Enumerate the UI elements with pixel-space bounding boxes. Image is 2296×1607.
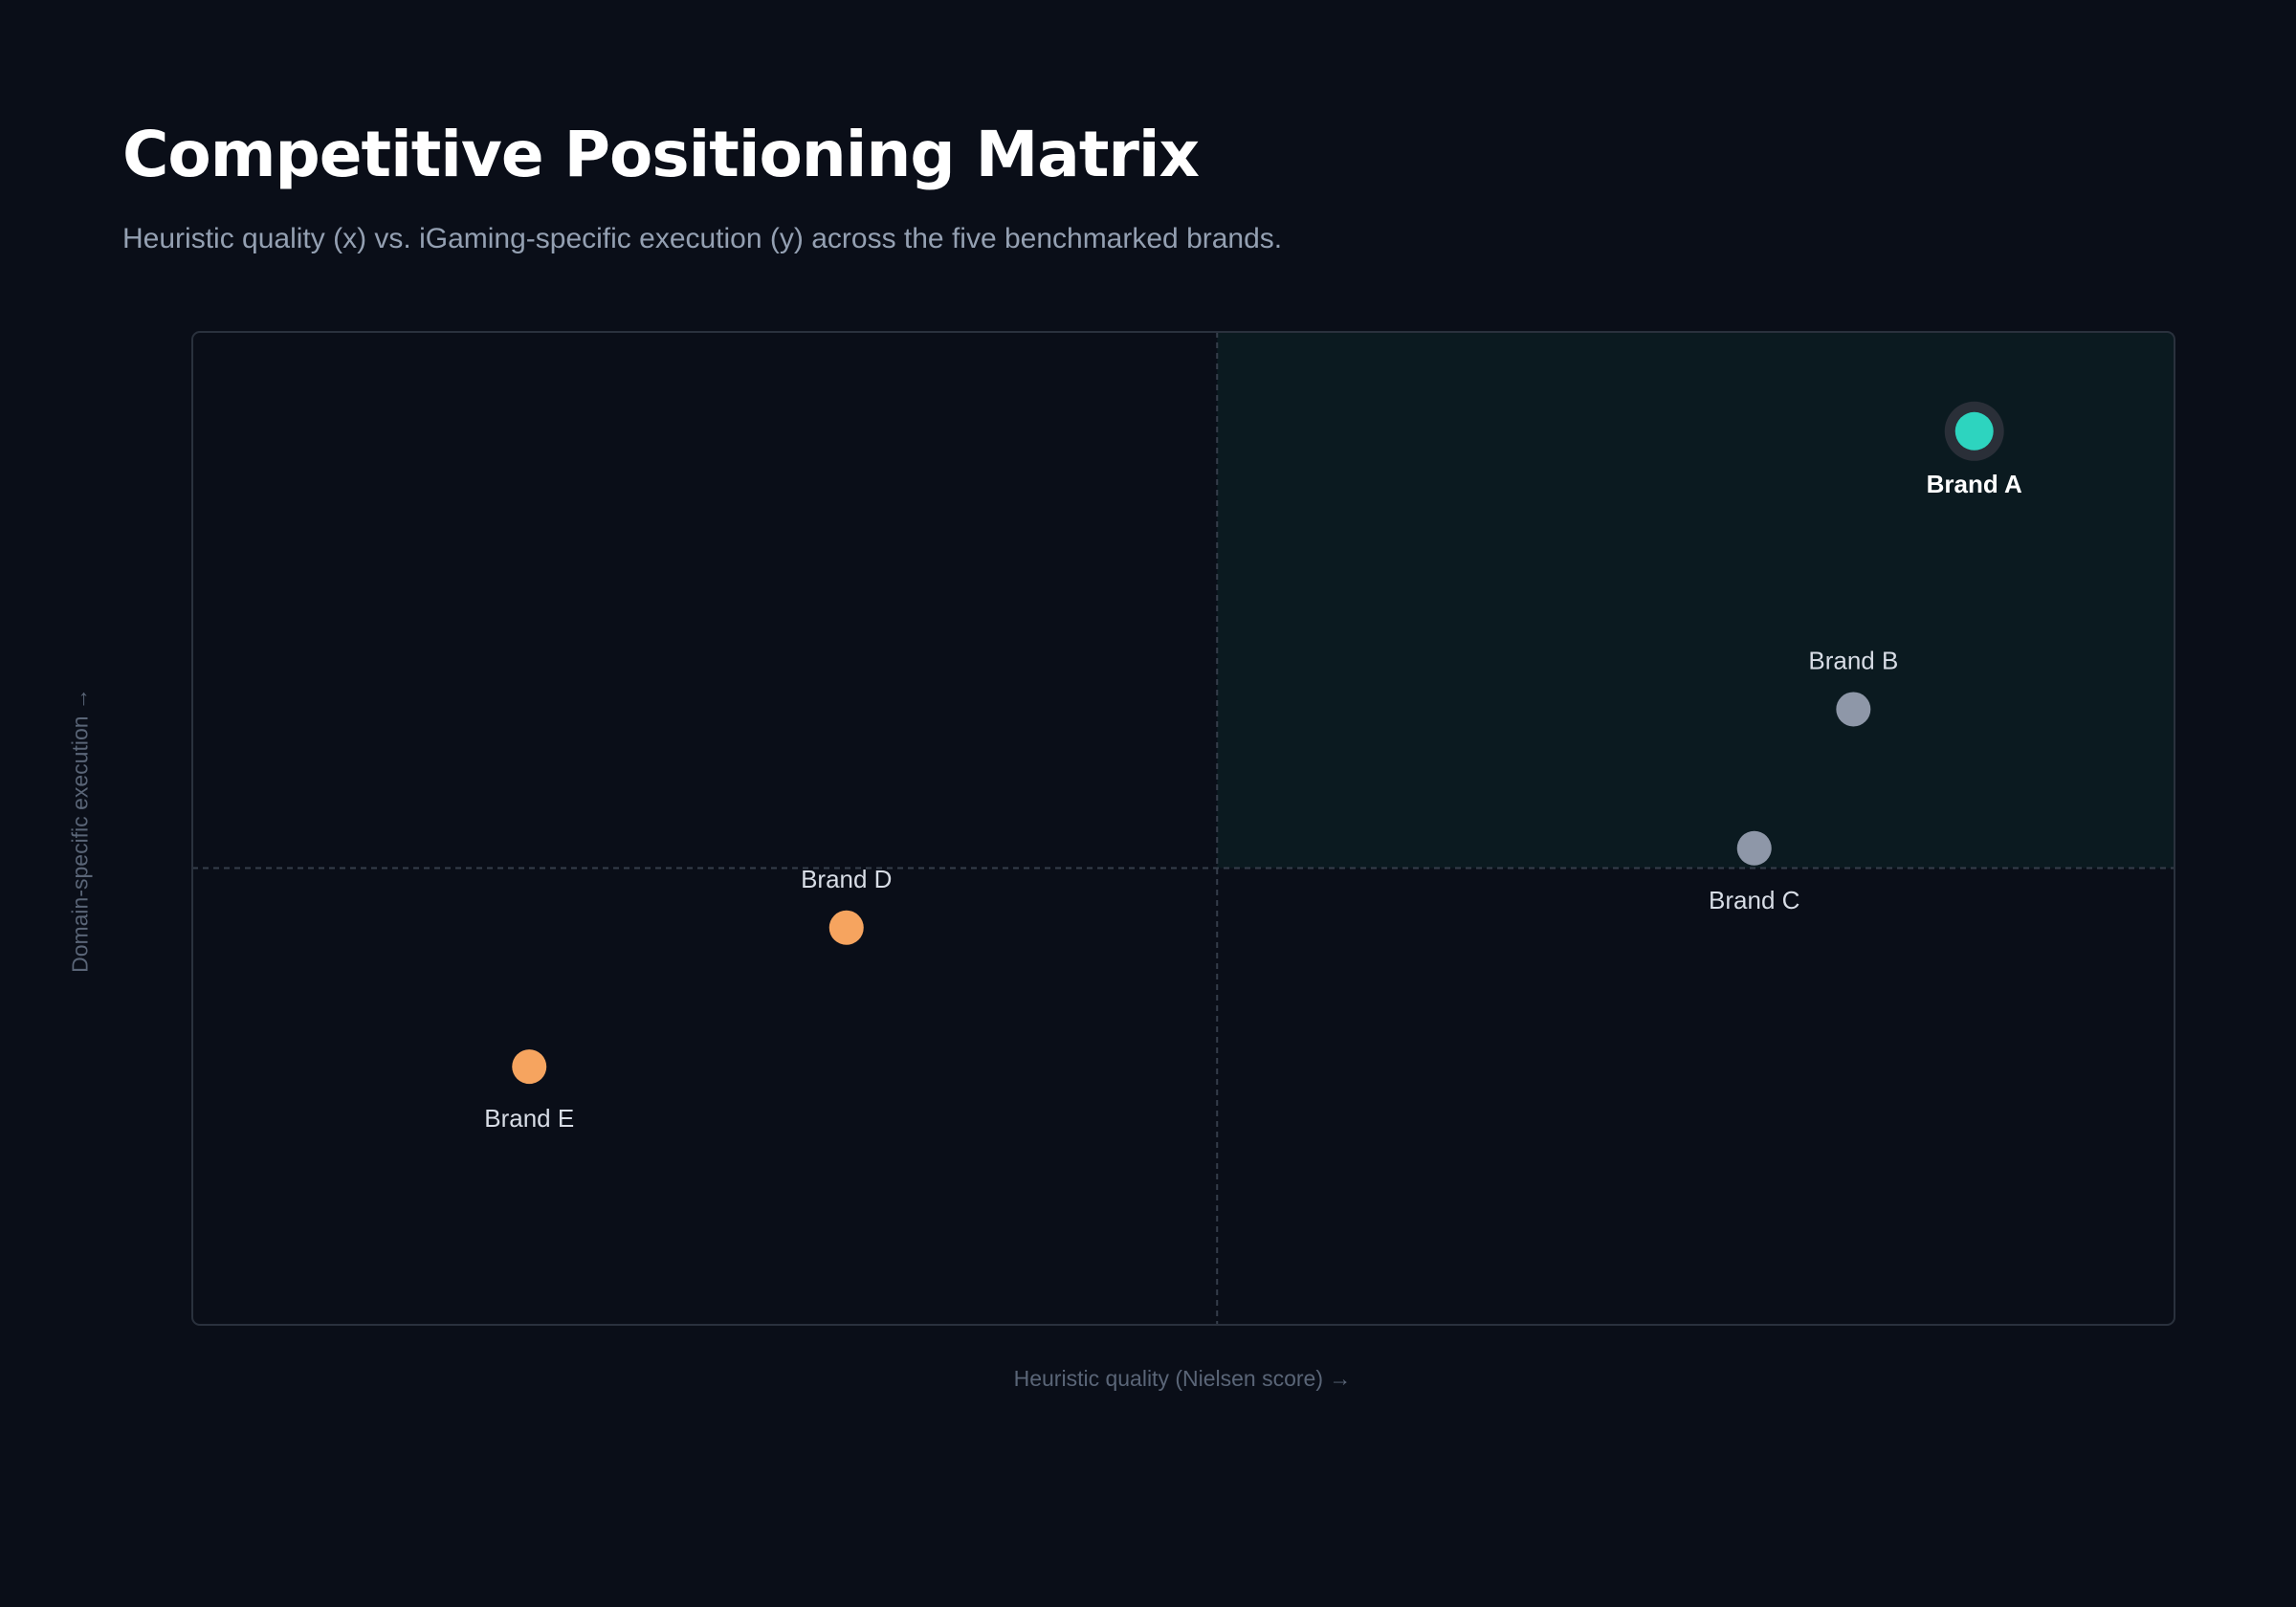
highlighted-quadrant <box>1217 333 2174 869</box>
point-brand-a[interactable] <box>1954 411 1994 451</box>
point-brand-e[interactable] <box>512 1049 547 1085</box>
page-title: Competitive Positioning Matrix <box>122 118 1200 191</box>
point-label-brand-b: Brand B <box>1808 646 1898 674</box>
x-axis-label: Heuristic quality (Nielsen score) → <box>1013 1366 1352 1391</box>
point-brand-b[interactable] <box>1836 692 1871 727</box>
y-axis-label: Domain-specific execution → <box>67 688 93 973</box>
plot-border <box>191 331 2175 1326</box>
point-brand-d[interactable] <box>828 910 864 945</box>
data-points: Brand A Brand B Brand C Brand D Brand E <box>484 401 2022 1133</box>
page-subtitle: Heuristic quality (x) vs. iGaming-specif… <box>122 223 1283 254</box>
point-label-brand-e: Brand E <box>484 1104 574 1133</box>
point-brand-c[interactable] <box>1736 830 1772 866</box>
point-label-brand-a: Brand A <box>1927 470 2022 498</box>
point-label-brand-d: Brand D <box>801 865 892 893</box>
point-label-brand-c: Brand C <box>1709 886 1799 914</box>
